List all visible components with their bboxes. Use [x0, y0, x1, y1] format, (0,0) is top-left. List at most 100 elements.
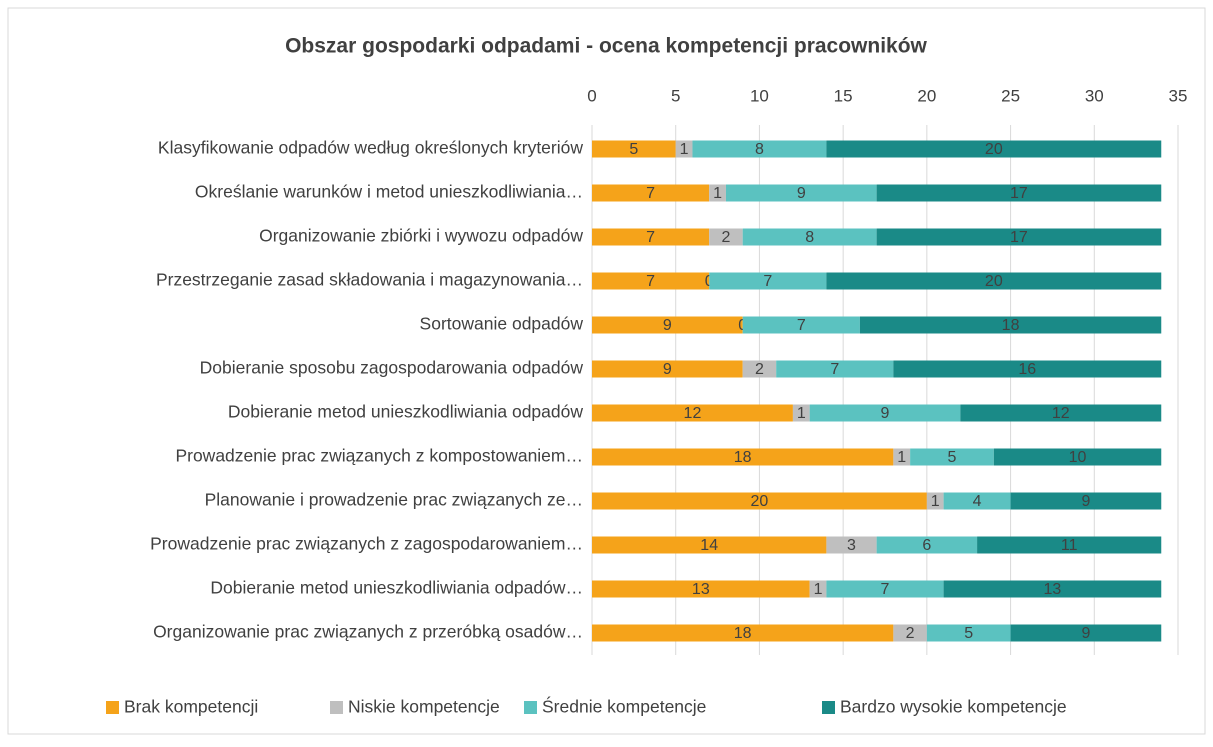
y-tick-label: Dobieranie metod unieszkodliwiania odpad…: [228, 402, 583, 422]
bar-segment: [592, 316, 743, 334]
bar-segment: [809, 580, 827, 598]
data-label: 1: [680, 141, 689, 158]
data-label: 20: [985, 141, 1003, 158]
bar-segment: [826, 140, 1162, 158]
data-label: 12: [1052, 405, 1070, 422]
y-tick-label: Dobieranie sposobu zagospodarowania odpa…: [200, 358, 584, 378]
data-label: 1: [713, 185, 722, 202]
data-label: 5: [964, 625, 973, 642]
y-tick-label: Określanie warunków i metod unieszkodliw…: [195, 182, 583, 202]
legend-swatch: [524, 701, 537, 714]
data-label: 3: [847, 537, 856, 554]
data-label: 7: [881, 581, 890, 598]
bar-segment: [709, 228, 743, 246]
legend-label: Niskie kompetencje: [348, 697, 500, 717]
data-label: 7: [763, 273, 772, 290]
bar-segment: [742, 316, 860, 334]
data-label: 5: [629, 141, 638, 158]
bar-segment: [893, 448, 911, 466]
bar-segment: [675, 140, 693, 158]
bar-segment: [592, 360, 743, 378]
bar-segment: [709, 272, 827, 290]
bar-segment: [943, 492, 1011, 510]
data-label: 9: [1081, 625, 1090, 642]
bar-segment: [960, 404, 1162, 422]
bar-segment: [859, 316, 1162, 334]
bar-segment: [592, 536, 827, 554]
data-label: 1: [897, 449, 906, 466]
data-label: 9: [1081, 493, 1090, 510]
data-label: 6: [922, 537, 931, 554]
data-label: 11: [1061, 537, 1078, 554]
bar-segment: [1010, 492, 1162, 510]
data-label: 9: [881, 405, 890, 422]
legend-swatch: [330, 701, 343, 714]
data-label: 7: [646, 273, 655, 290]
bar-segment: [943, 580, 1162, 598]
bar-segment: [809, 404, 961, 422]
bar-segment: [926, 624, 1011, 642]
y-tick-label: Prowadzenie prac związanych z zagospodar…: [150, 534, 583, 554]
x-tick-label: 35: [1169, 86, 1188, 105]
data-label: 16: [1018, 361, 1036, 378]
x-tick-label: 20: [917, 86, 936, 105]
bar-segment: [592, 184, 710, 202]
bar-segment: [592, 624, 894, 642]
data-label: 8: [805, 229, 814, 246]
y-tick-label: Klasyfikowanie odpadów według określonyc…: [158, 138, 583, 158]
data-label: 13: [692, 581, 710, 598]
data-label: 7: [646, 185, 655, 202]
y-tick-label: Sortowanie odpadów: [420, 314, 584, 334]
data-label: 9: [797, 185, 806, 202]
bar-segment: [926, 492, 944, 510]
data-label: 2: [721, 229, 730, 246]
bar-segment: [725, 184, 877, 202]
x-tick-label: 25: [1001, 86, 1020, 105]
y-tick-label: Organizowanie prac związanych z przeróbk…: [153, 622, 583, 642]
legend-label: Bardzo wysokie kompetencje: [840, 697, 1067, 717]
data-label: 18: [1002, 317, 1020, 334]
bar-segment: [910, 448, 994, 466]
bar-segment: [826, 536, 877, 554]
bar-segment: [1010, 624, 1162, 642]
data-label: 2: [906, 625, 915, 642]
data-label: 10: [1069, 449, 1087, 466]
legend-label: Brak kompetencji: [124, 697, 258, 717]
bar-segment: [592, 492, 927, 510]
y-tick-label: Planowanie i prowadzenie prac związanych…: [205, 490, 583, 510]
bar-segment: [592, 272, 710, 290]
data-label: 20: [751, 493, 769, 510]
legend-label: Średnie kompetencje: [542, 696, 706, 717]
bar-segment: [709, 184, 726, 202]
data-label: 5: [948, 449, 957, 466]
data-label: 1: [797, 405, 806, 422]
bar-segment: [776, 360, 894, 378]
y-tick-label: Dobieranie metod unieszkodliwiania odpad…: [210, 578, 583, 598]
bar-segment: [592, 404, 793, 422]
legend-swatch: [106, 701, 119, 714]
x-tick-label: 0: [587, 86, 596, 105]
data-label: 18: [734, 449, 752, 466]
data-label: 13: [1044, 581, 1062, 598]
bar-segment: [592, 448, 894, 466]
x-tick-label: 15: [834, 86, 853, 105]
bar-segment: [592, 580, 810, 598]
x-tick-label: 5: [671, 86, 680, 105]
data-label: 4: [973, 493, 982, 510]
data-label: 17: [1010, 185, 1028, 202]
y-tick-label: Przestrzeganie zasad składowania i magaz…: [156, 270, 583, 290]
x-tick-label: 10: [750, 86, 769, 105]
data-label: 14: [700, 537, 718, 554]
data-label: 12: [684, 405, 702, 422]
y-tick-label: Prowadzenie prac związanych z kompostowa…: [175, 446, 583, 466]
data-label: 1: [814, 581, 823, 598]
data-label: 7: [797, 317, 806, 334]
data-label: 1: [931, 493, 940, 510]
data-label: 18: [734, 625, 752, 642]
bar-segment: [742, 360, 777, 378]
bar-segment: [876, 536, 978, 554]
data-label: 7: [830, 361, 839, 378]
bar-segment: [993, 448, 1162, 466]
data-label: 17: [1010, 229, 1028, 246]
